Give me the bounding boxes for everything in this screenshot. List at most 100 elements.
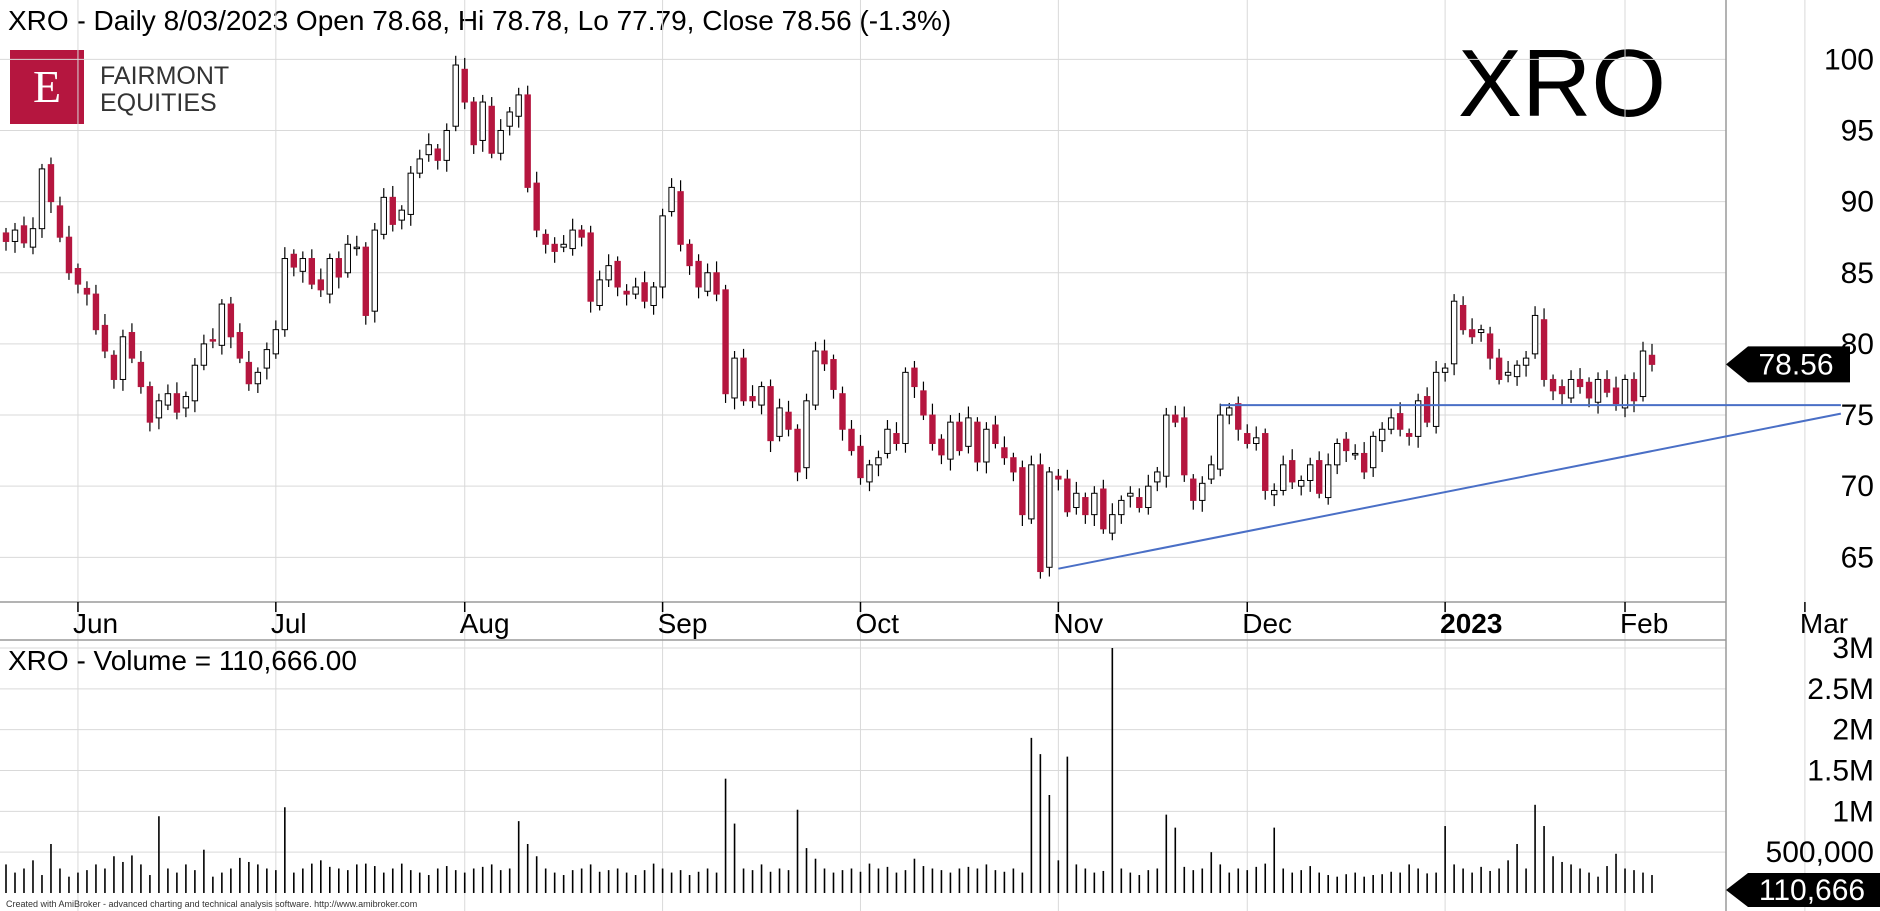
candle [470,97,477,154]
candle [515,87,522,128]
date-tick-label: Dec [1242,608,1292,639]
candle [983,422,990,474]
candle [110,350,118,389]
candle [614,256,621,297]
last-close-marker: 78.56 [1726,346,1850,383]
candle [947,415,954,471]
candle [695,254,702,299]
candle [1037,453,1044,579]
candle [1513,360,1521,386]
candle [1244,424,1251,449]
candle [1396,402,1404,437]
candle [1603,370,1611,398]
candle [65,225,73,280]
candle [1118,495,1125,524]
candle [1226,402,1233,425]
candle [335,251,342,289]
candle [623,284,630,306]
volume-series [5,648,1653,893]
volume-tick-label: 1.5M [1807,755,1874,788]
candle [1504,360,1512,383]
candle [929,403,936,451]
price-grid [0,0,1806,911]
candle [1423,387,1431,428]
candle [848,420,855,456]
volume-tick-label: 1M [1832,795,1874,828]
candle [596,270,603,311]
date-tick-label: Nov [1053,608,1103,639]
price-tick-label: 85 [1841,257,1874,290]
date-tick-label: Jun [73,608,118,639]
candle [1064,469,1071,517]
candle [1468,318,1476,344]
candle [1486,326,1494,370]
candle [992,415,999,449]
candle [1360,442,1368,480]
candle [290,249,298,277]
candle [686,239,693,275]
fairmont-equities-logo: E FAIRMONT EQUITIES [10,50,229,124]
candle [1621,374,1629,418]
candle [182,391,190,418]
candle [317,268,325,297]
candle [452,55,459,132]
candle [83,281,91,306]
candle [281,247,289,337]
price-tick-label: 95 [1841,114,1874,147]
date-tick-label: Oct [855,608,899,639]
price-tick-label: 75 [1841,399,1874,432]
candle [254,367,262,393]
candle [1405,428,1413,446]
candle [1387,408,1395,435]
candle [173,382,181,420]
candle [443,123,450,172]
candle [272,320,280,359]
candle [857,434,864,485]
candle [875,450,882,477]
volume-tick-label: 500,000 [1766,836,1874,869]
candle [146,381,154,432]
candle [308,249,316,290]
candle [1190,474,1197,510]
candle [1342,432,1350,462]
last-close-label: 78.56 [1758,348,1833,381]
candle [731,351,738,410]
candle [1298,475,1305,496]
candle [218,299,226,355]
price-panel-title: XRO - Daily 8/03/2023 Open 78.68, Hi 78.… [8,5,951,36]
candle [389,185,396,232]
date-tick-label: Sep [658,608,708,639]
date-tick-label: Feb [1620,608,1668,639]
candle [776,398,783,442]
candle [1459,296,1467,335]
candle [1046,466,1053,577]
candle [1316,451,1323,499]
candle [965,406,972,454]
candle [1127,486,1134,508]
candle [326,253,334,304]
candle [533,171,540,238]
candle [578,225,585,247]
candle [803,393,810,480]
candle [416,149,423,179]
volume-axis: 500,000 1M 1.5M 2M 2.5M 3M [1766,632,1874,869]
candle [1172,405,1179,428]
candle [1109,503,1116,541]
candle [524,85,531,193]
candle [461,57,468,110]
candle [812,341,819,411]
candle [749,385,756,408]
candle [1414,393,1422,448]
candle [785,400,792,437]
candle [209,328,217,349]
candle [56,196,64,243]
candle [1091,486,1098,527]
candle [506,107,513,136]
candle [884,420,891,459]
candle [794,424,801,482]
candle [92,284,100,335]
candle [1217,403,1224,477]
date-axis: Jun Jul Aug Sep Oct Nov Dec 2023 Feb Mar [73,602,1848,639]
